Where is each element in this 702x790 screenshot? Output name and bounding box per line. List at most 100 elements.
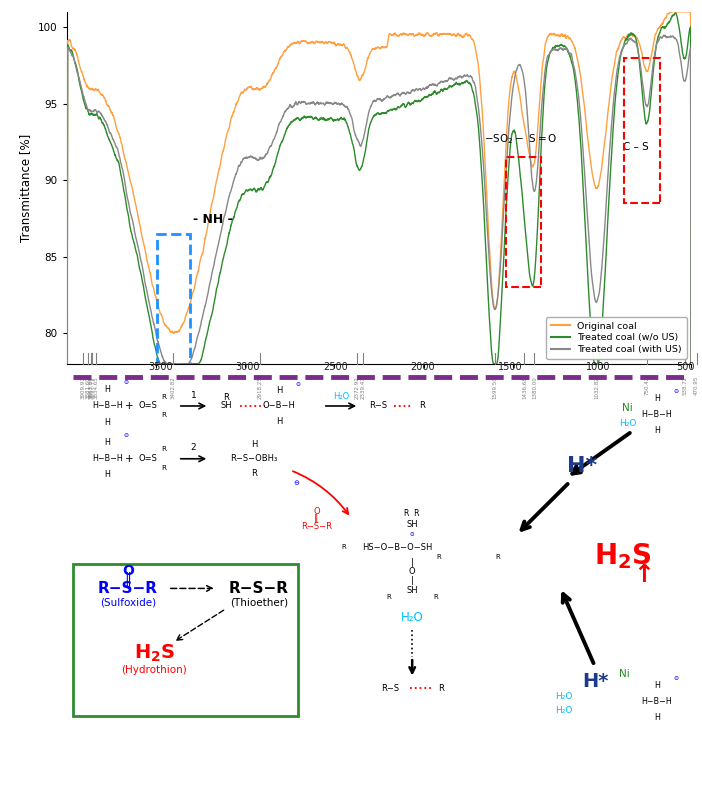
Text: H: H	[276, 416, 282, 426]
Text: H₂O: H₂O	[555, 706, 572, 716]
Text: O=S: O=S	[138, 454, 157, 463]
Text: ⊖: ⊖	[673, 676, 678, 681]
Text: 470.95: 470.95	[694, 376, 699, 395]
Text: H−B−H: H−B−H	[92, 401, 123, 411]
Text: 1: 1	[191, 390, 197, 400]
Text: ⊖: ⊖	[296, 382, 300, 386]
Text: C – S: C – S	[623, 141, 649, 152]
Text: ⊖: ⊖	[410, 532, 414, 537]
Text: SH: SH	[220, 401, 232, 411]
Text: 3500: 3500	[148, 362, 173, 372]
Text: $-\mathrm{SO_2}-\ \mathrm{S=O}$: $-\mathrm{SO_2}-\ \mathrm{S=O}$	[484, 132, 558, 145]
Text: 3834.65: 3834.65	[94, 376, 99, 399]
Text: 1599.50: 1599.50	[493, 376, 498, 399]
Text: (Thioether): (Thioether)	[230, 597, 289, 608]
Text: ↑: ↑	[633, 563, 654, 587]
Text: 1500: 1500	[498, 362, 522, 372]
Text: 2: 2	[191, 443, 197, 453]
Text: H: H	[105, 470, 110, 480]
Text: H−B−H: H−B−H	[92, 454, 123, 463]
Text: R  R: R R	[404, 510, 420, 518]
Text: 3000: 3000	[236, 362, 260, 372]
Text: H₂O: H₂O	[619, 419, 637, 428]
Text: 3881.60: 3881.60	[86, 376, 91, 399]
Text: H: H	[276, 386, 282, 395]
Text: R−S−R: R−S−R	[229, 581, 289, 596]
Text: R−S−R: R−S−R	[301, 522, 332, 531]
Text: ⊖: ⊖	[293, 480, 300, 486]
Text: HS−O−B−O−SH: HS−O−B−O−SH	[362, 543, 432, 552]
Text: R−S: R−S	[369, 401, 387, 411]
Text: O: O	[409, 567, 416, 576]
Text: H: H	[654, 681, 660, 690]
Text: +: +	[125, 401, 133, 411]
Text: |: |	[411, 558, 413, 566]
Text: O: O	[122, 564, 134, 577]
Text: R: R	[439, 683, 444, 693]
Text: H−B−H: H−B−H	[642, 410, 673, 419]
Text: O−B−H: O−B−H	[263, 401, 296, 411]
Text: +: +	[125, 453, 133, 464]
Text: H₂O: H₂O	[333, 392, 349, 401]
Text: R−S: R−S	[381, 683, 399, 693]
Text: - NH -: - NH -	[193, 213, 233, 226]
Text: O: O	[313, 507, 320, 516]
Text: SH: SH	[406, 585, 418, 595]
Text: R: R	[433, 594, 437, 600]
Text: H: H	[105, 418, 110, 427]
Text: 3909.91: 3909.91	[81, 376, 86, 399]
Text: (Sulfoxide): (Sulfoxide)	[100, 597, 156, 608]
Text: R: R	[386, 594, 391, 600]
Text: 2918.25: 2918.25	[258, 376, 263, 399]
Text: 1436.68: 1436.68	[522, 376, 527, 399]
Bar	[73, 564, 298, 717]
Text: 750.42: 750.42	[644, 376, 649, 395]
Text: 538.72: 538.72	[682, 376, 687, 395]
Text: R: R	[161, 412, 166, 418]
Text: H: H	[105, 438, 110, 447]
Text: Ni: Ni	[619, 669, 630, 679]
Text: Ni: Ni	[623, 403, 633, 413]
Text: |: |	[411, 577, 413, 585]
Text: (Hydrothion): (Hydrothion)	[121, 665, 187, 675]
Text: R: R	[161, 393, 166, 400]
Text: H₂O: H₂O	[555, 691, 572, 701]
Y-axis label: Transmittance [%]: Transmittance [%]	[20, 134, 32, 242]
Text: 2339.47: 2339.47	[361, 376, 366, 399]
Text: R: R	[161, 465, 166, 471]
Text: H: H	[105, 386, 110, 394]
Text: 3857.75: 3857.75	[90, 376, 95, 399]
Text: R: R	[223, 393, 229, 402]
Text: 1032.82: 1032.82	[594, 376, 599, 399]
Text: R: R	[418, 401, 425, 411]
Text: ⊖: ⊖	[124, 380, 128, 386]
Text: O=S: O=S	[138, 401, 157, 411]
Text: R: R	[341, 544, 346, 551]
Text: H: H	[654, 713, 660, 722]
Text: 2000: 2000	[411, 362, 435, 372]
Text: H₂O: H₂O	[401, 611, 423, 623]
Text: SH: SH	[406, 520, 418, 529]
Text: 3863.69: 3863.69	[88, 376, 93, 399]
Bar	[506, 157, 541, 288]
Text: 2372.92: 2372.92	[355, 376, 360, 399]
Text: 1380.00: 1380.00	[532, 376, 537, 399]
Text: H*: H*	[583, 672, 609, 690]
Text: H: H	[251, 440, 258, 449]
Text: $\mathbf{H_2S}$: $\mathbf{H_2S}$	[594, 541, 651, 571]
Text: R−S−R: R−S−R	[98, 581, 158, 596]
Text: R: R	[437, 554, 442, 560]
Text: R−S−OBH₃: R−S−OBH₃	[230, 454, 278, 463]
Text: 3402.82: 3402.82	[171, 376, 176, 399]
Text: ‖: ‖	[124, 572, 131, 586]
Text: 2500: 2500	[323, 362, 347, 372]
Bar	[157, 234, 190, 363]
Text: H*: H*	[567, 456, 597, 476]
Bar	[624, 58, 660, 203]
Text: R: R	[496, 554, 500, 560]
Text: H−B−H: H−B−H	[642, 697, 673, 706]
Legend: Original coal, Treated coal (w/o US), Treated coal (with US): Original coal, Treated coal (w/o US), Tr…	[546, 317, 687, 359]
Text: ⊖: ⊖	[673, 389, 678, 393]
Text: $\mathbf{H_2S}$: $\mathbf{H_2S}$	[133, 643, 175, 664]
Text: ‖: ‖	[314, 514, 319, 523]
